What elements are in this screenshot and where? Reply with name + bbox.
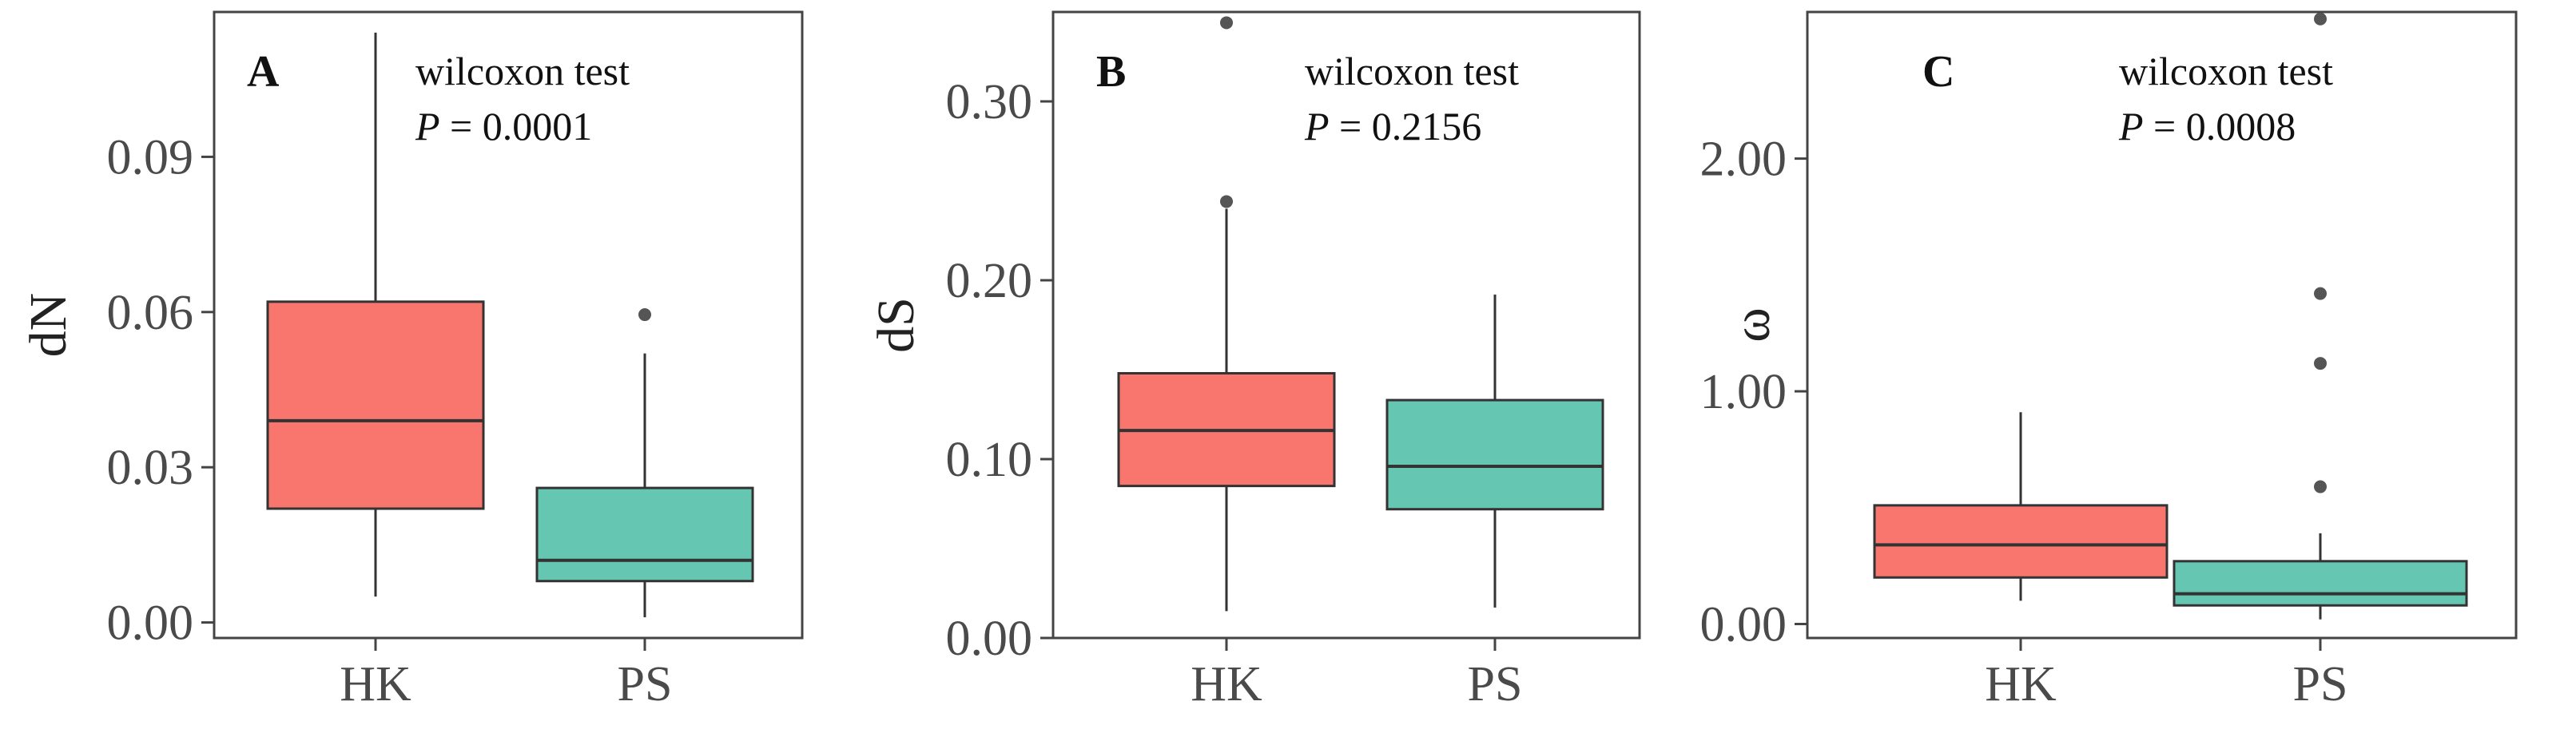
plot-frame [213,10,804,640]
y-tick-label: 0.10 [946,433,1033,487]
panel-B: 0.00 0.10 0.20 0.30 dS HK PS B wilcoxon test P = … [867,10,1641,711]
x-category-label: HK [1985,657,2057,711]
box-HK [1873,412,2169,601]
y-tick-label: 0.00 [946,612,1033,666]
x-category-label: PS [618,657,673,711]
y-tick-label: 0.00 [107,596,194,651]
box-iqr [1385,398,1604,511]
panel-C: 0.00 1.00 2.00 ω HK PS C wilcoxon test P = 0.000… [1700,10,2518,711]
outlier-point [1220,195,1233,208]
p-value-annotation: P = 0.2156 [1304,104,1481,149]
p-value-annotation: P = 0.0008 [2118,104,2296,149]
test-annotation: wilcoxon test [1305,49,1519,93]
y-tick-label: 0.20 [946,254,1033,308]
panel-letter: A [247,47,280,97]
box-iqr [266,300,485,510]
p-symbol: P [2118,104,2144,149]
outlier-point [2314,12,2327,26]
y-tick-label: 0.09 [107,130,194,184]
box-PS [535,308,754,618]
y-axis-title: dS [867,297,925,353]
x-category-label: PS [1468,657,1523,711]
y-tick-label: 0.06 [107,286,194,340]
p-value: = 0.2156 [1330,104,1482,149]
panel-A: 0.00 0.03 0.06 0.09 dN HK PS A wilcoxon test P = … [19,10,804,711]
y-tick-label: 2.00 [1700,133,1787,187]
x-category-label: PS [2293,657,2348,711]
x-category-label: HK [340,657,411,711]
outlier-point [638,308,651,322]
outlier-point [1220,16,1233,30]
box-iqr [535,486,754,583]
outlier-point [2314,480,2327,493]
y-tick-label: 1.00 [1700,365,1787,419]
y-tick-label: 0.30 [946,75,1033,129]
x-category-label: HK [1191,657,1262,711]
p-symbol: P [1304,104,1330,149]
test-annotation: wilcoxon test [415,49,630,93]
plot-frame [1051,10,1641,640]
panel-letter: C [1922,47,1954,97]
p-symbol: P [415,104,440,149]
outlier-point [2314,287,2327,300]
y-tick-label: 0.03 [107,441,194,495]
box-iqr [2173,560,2468,607]
box-PS [2173,12,2468,620]
y-axis-title: dN [19,293,78,358]
test-annotation: wilcoxon test [2119,49,2333,93]
plot-frame [1806,10,2518,640]
p-value: = 0.0001 [440,104,593,149]
outlier-point [2314,357,2327,370]
box-HK [266,32,485,597]
box-PS [1385,294,1604,608]
p-value: = 0.0008 [2144,104,2296,149]
y-axis-title: ω [1723,307,1781,342]
p-value-annotation: P = 0.0001 [415,104,592,149]
box-HK [1117,16,1336,612]
y-tick-label: 0.00 [1700,598,1787,652]
panel-letter: B [1096,47,1126,97]
box-iqr [1873,504,2169,579]
